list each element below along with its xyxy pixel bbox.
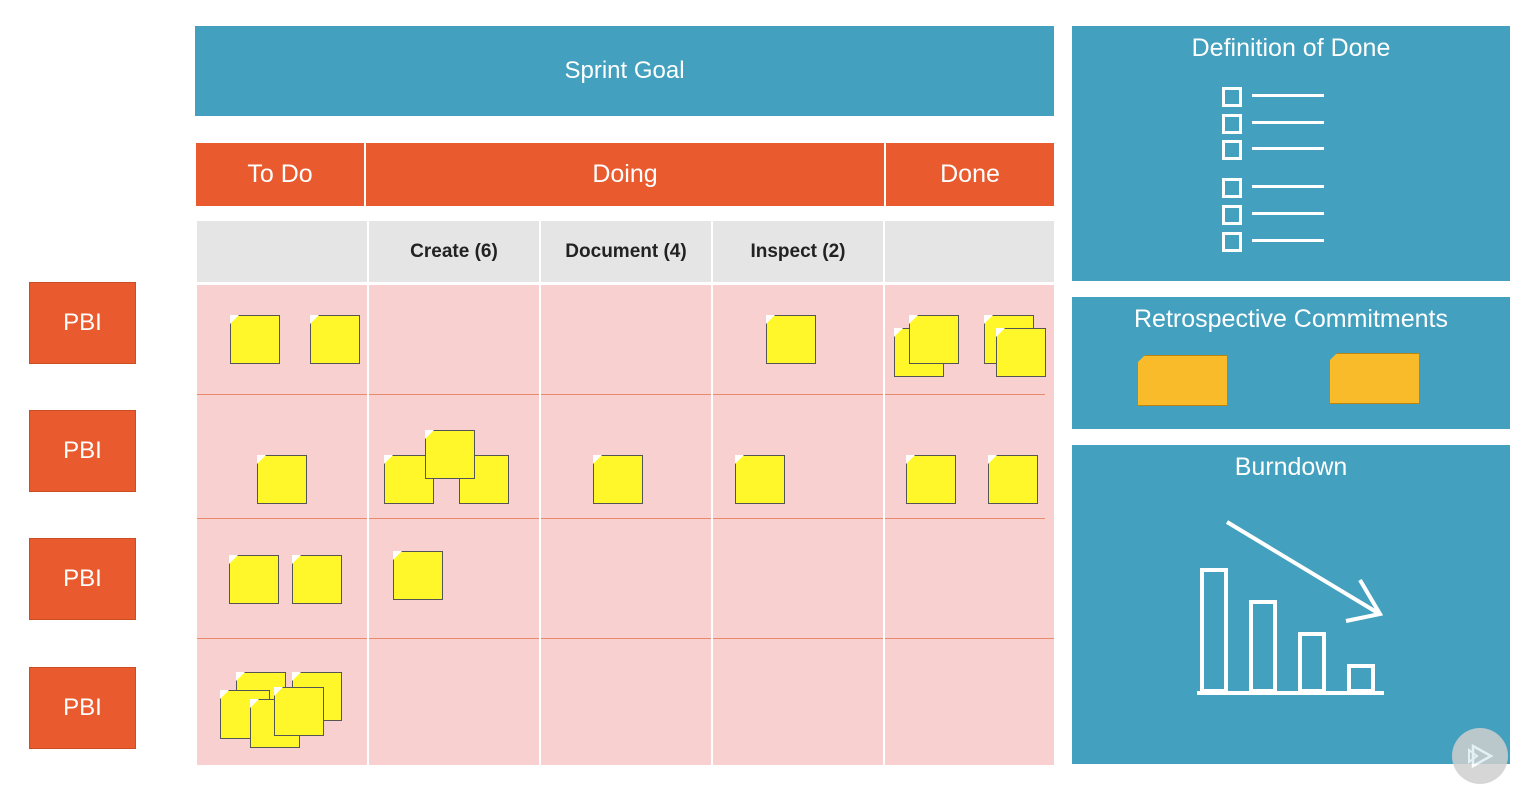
pbi-card[interactable]: PBI (29, 282, 136, 364)
column-header-todo: To Do (196, 143, 364, 206)
sticky-note[interactable] (988, 455, 1038, 504)
column-divider (367, 221, 369, 766)
column-doing-label: Doing (592, 160, 658, 188)
sticky-note[interactable] (274, 687, 324, 736)
pbi-label: PBI (63, 694, 102, 721)
row-divider (197, 638, 1054, 639)
sticky-note[interactable] (735, 455, 785, 504)
sticky-note[interactable] (292, 555, 342, 604)
definition-of-done-title: Definition of Done (1191, 34, 1391, 62)
column-divider (711, 221, 713, 766)
sub-column-header-document: Document (4) (541, 221, 711, 282)
column-divider (539, 221, 541, 766)
sprint-goal-banner: Sprint Goal (195, 26, 1054, 116)
sticky-note[interactable] (766, 315, 816, 364)
retro-commitment-note[interactable] (1329, 353, 1420, 404)
sprint-goal-label: Sprint Goal (564, 57, 685, 84)
pbi-card[interactable]: PBI (29, 538, 136, 620)
sticky-note[interactable] (996, 328, 1046, 377)
sticky-note[interactable] (310, 315, 360, 364)
sticky-note[interactable] (257, 455, 307, 504)
column-header-done: Done (886, 143, 1054, 206)
pbi-card[interactable]: PBI (29, 410, 136, 492)
sticky-note[interactable] (230, 315, 280, 364)
retro-commitment-note[interactable] (1137, 355, 1228, 406)
burndown-title: Burndown (1234, 453, 1348, 481)
burndown-chart-icon (1197, 520, 1384, 695)
column-done-label: Done (940, 160, 1000, 188)
burndown-panel: Burndown (1072, 445, 1510, 764)
retrospective-commitments-title: Retrospective Commitments (1134, 305, 1448, 333)
sub-column-label: Document (4) (565, 240, 687, 262)
sticky-note[interactable] (909, 315, 959, 364)
sub-column-label: Create (6) (410, 240, 498, 262)
sticky-note[interactable] (425, 430, 475, 479)
pbi-label: PBI (63, 437, 102, 464)
sticky-note[interactable] (229, 555, 279, 604)
play-icon (1468, 743, 1494, 769)
sub-column-label: Inspect (2) (750, 240, 846, 262)
sub-column-header-done (885, 221, 1054, 282)
retrospective-commitments-panel: Retrospective Commitments (1072, 297, 1510, 429)
sub-column-header-inspect: Inspect (2) (713, 221, 883, 282)
play-button[interactable] (1452, 728, 1508, 784)
column-divider (883, 221, 885, 766)
pbi-label: PBI (63, 309, 102, 336)
sticky-note[interactable] (593, 455, 643, 504)
column-todo-label: To Do (247, 160, 313, 188)
sub-column-header-create: Create (6) (369, 221, 539, 282)
sticky-note[interactable] (906, 455, 956, 504)
column-header-doing: Doing (366, 143, 884, 206)
sticky-note[interactable] (393, 551, 443, 600)
sub-column-header-todo (197, 221, 367, 282)
definition-of-done-panel: Definition of Done (1072, 26, 1510, 281)
pbi-card[interactable]: PBI (29, 667, 136, 749)
pbi-label: PBI (63, 565, 102, 592)
row-divider (197, 394, 1045, 395)
row-divider (197, 518, 1045, 519)
